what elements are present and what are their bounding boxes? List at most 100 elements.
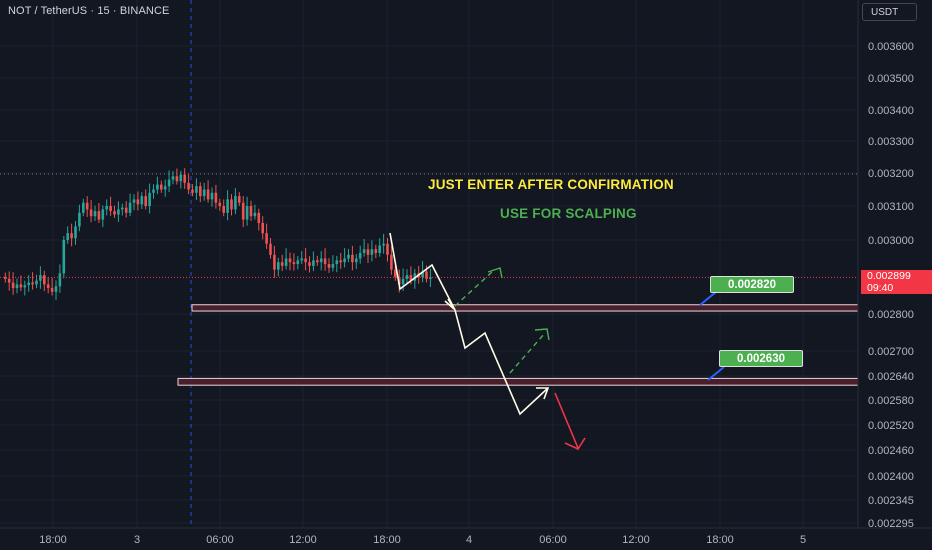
last-price-tag: 0.002899 09:40 [861, 270, 932, 294]
price-axis: 0.003600 0.003500 0.003400 0.003300 0.003200… [857, 0, 914, 530]
candle-body [132, 199, 136, 203]
candle-body [409, 275, 413, 281]
subline-annotation[interactable]: USE FOR SCALPING [500, 206, 637, 221]
candle-body [31, 282, 34, 285]
candle-body [374, 249, 378, 253]
candle-body [316, 260, 319, 263]
candle-body [105, 206, 108, 210]
candle-body [343, 258, 346, 263]
candle-body [210, 192, 214, 200]
y-tick-label: 0.002640 [868, 371, 914, 383]
grid [0, 0, 858, 528]
candle-body [136, 199, 140, 205]
y-tick-label: 0.002295 [868, 518, 914, 530]
symbol-title[interactable]: NOT / TetherUS · 15 · BINANCE [8, 5, 170, 17]
level-label-upper[interactable]: 0.002820 [710, 276, 794, 293]
last-price-value: 0.002899 [867, 270, 911, 282]
candle-body [323, 258, 327, 265]
candle-body [117, 209, 120, 215]
candle-body [390, 254, 393, 270]
candle-body [171, 176, 175, 180]
candle-body [249, 206, 253, 217]
candle-body [331, 264, 335, 268]
candle-body [292, 262, 296, 265]
candle-body [425, 271, 428, 279]
candle-body [101, 209, 105, 220]
candle-body [202, 189, 206, 197]
candle-body [62, 240, 66, 274]
y-tick-label: 0.002800 [868, 309, 914, 321]
x-tick-label: 12:00 [622, 534, 650, 546]
candle-body [378, 245, 381, 253]
candle-body [54, 286, 58, 292]
candle-body [362, 249, 366, 253]
candle-body [11, 282, 15, 289]
candle-body [144, 196, 147, 206]
candle-body [23, 285, 27, 288]
candle-body [206, 189, 210, 200]
candles [4, 168, 432, 300]
candle-body [394, 269, 397, 277]
candle-body [93, 211, 97, 217]
supply-zone [191, 304, 859, 312]
candle-body [277, 262, 280, 270]
candle-body [304, 258, 307, 263]
candle-body [156, 184, 159, 190]
callout-leader [699, 291, 717, 306]
candle-body [121, 207, 124, 210]
candle-body [78, 212, 81, 227]
candle-body [273, 254, 276, 270]
candle-body [269, 243, 272, 255]
candle-body [35, 280, 38, 285]
candle-body [405, 275, 409, 279]
bearish-arrowhead [564, 437, 586, 451]
bar-countdown: 09:40 [867, 282, 894, 294]
y-tick-label: 0.002345 [868, 495, 914, 507]
candle-body [218, 202, 222, 206]
candle-body [163, 186, 167, 190]
candle-body [160, 184, 163, 190]
y-tick-label: 0.003000 [868, 235, 914, 247]
candle-body [312, 260, 315, 266]
candle-body [351, 254, 354, 263]
candle-body [50, 288, 54, 292]
x-tick-label: 5 [800, 534, 806, 546]
candle-body [97, 211, 101, 220]
currency-button[interactable]: USDT [862, 3, 917, 21]
candle-body [43, 275, 46, 285]
y-tick-label: 0.002400 [868, 471, 914, 483]
candle-body [66, 233, 69, 240]
candle-body [230, 199, 233, 210]
candle-body [152, 189, 155, 193]
candle-body [27, 282, 30, 286]
candle-body [82, 202, 85, 213]
candle-body [195, 186, 198, 193]
candle-body [238, 196, 241, 203]
candle-body [183, 174, 186, 183]
candle-body [308, 262, 311, 266]
candle-body [109, 206, 112, 212]
candle-body [15, 284, 19, 289]
drawings [389, 232, 725, 451]
candle-body [89, 209, 93, 217]
candle-body [300, 258, 303, 261]
candle-body [214, 192, 218, 203]
level-label-lower[interactable]: 0.002630 [719, 350, 803, 367]
x-tick-label: 18:00 [373, 534, 401, 546]
candle-body [366, 249, 370, 255]
candle-body [140, 196, 144, 205]
x-tick-label: 06:00 [539, 534, 567, 546]
candle-body [226, 199, 229, 213]
candle-body [74, 226, 77, 239]
candle-body [191, 189, 194, 193]
candle-body [46, 284, 50, 289]
candle-body [124, 207, 128, 213]
headline-annotation[interactable]: JUST ENTER AFTER CONFIRMATION [428, 177, 674, 192]
candle-body [113, 211, 116, 215]
candle-body [386, 243, 389, 255]
callout-leader [707, 366, 725, 381]
candle-body [335, 260, 339, 265]
x-tick-label: 3 [134, 534, 140, 546]
